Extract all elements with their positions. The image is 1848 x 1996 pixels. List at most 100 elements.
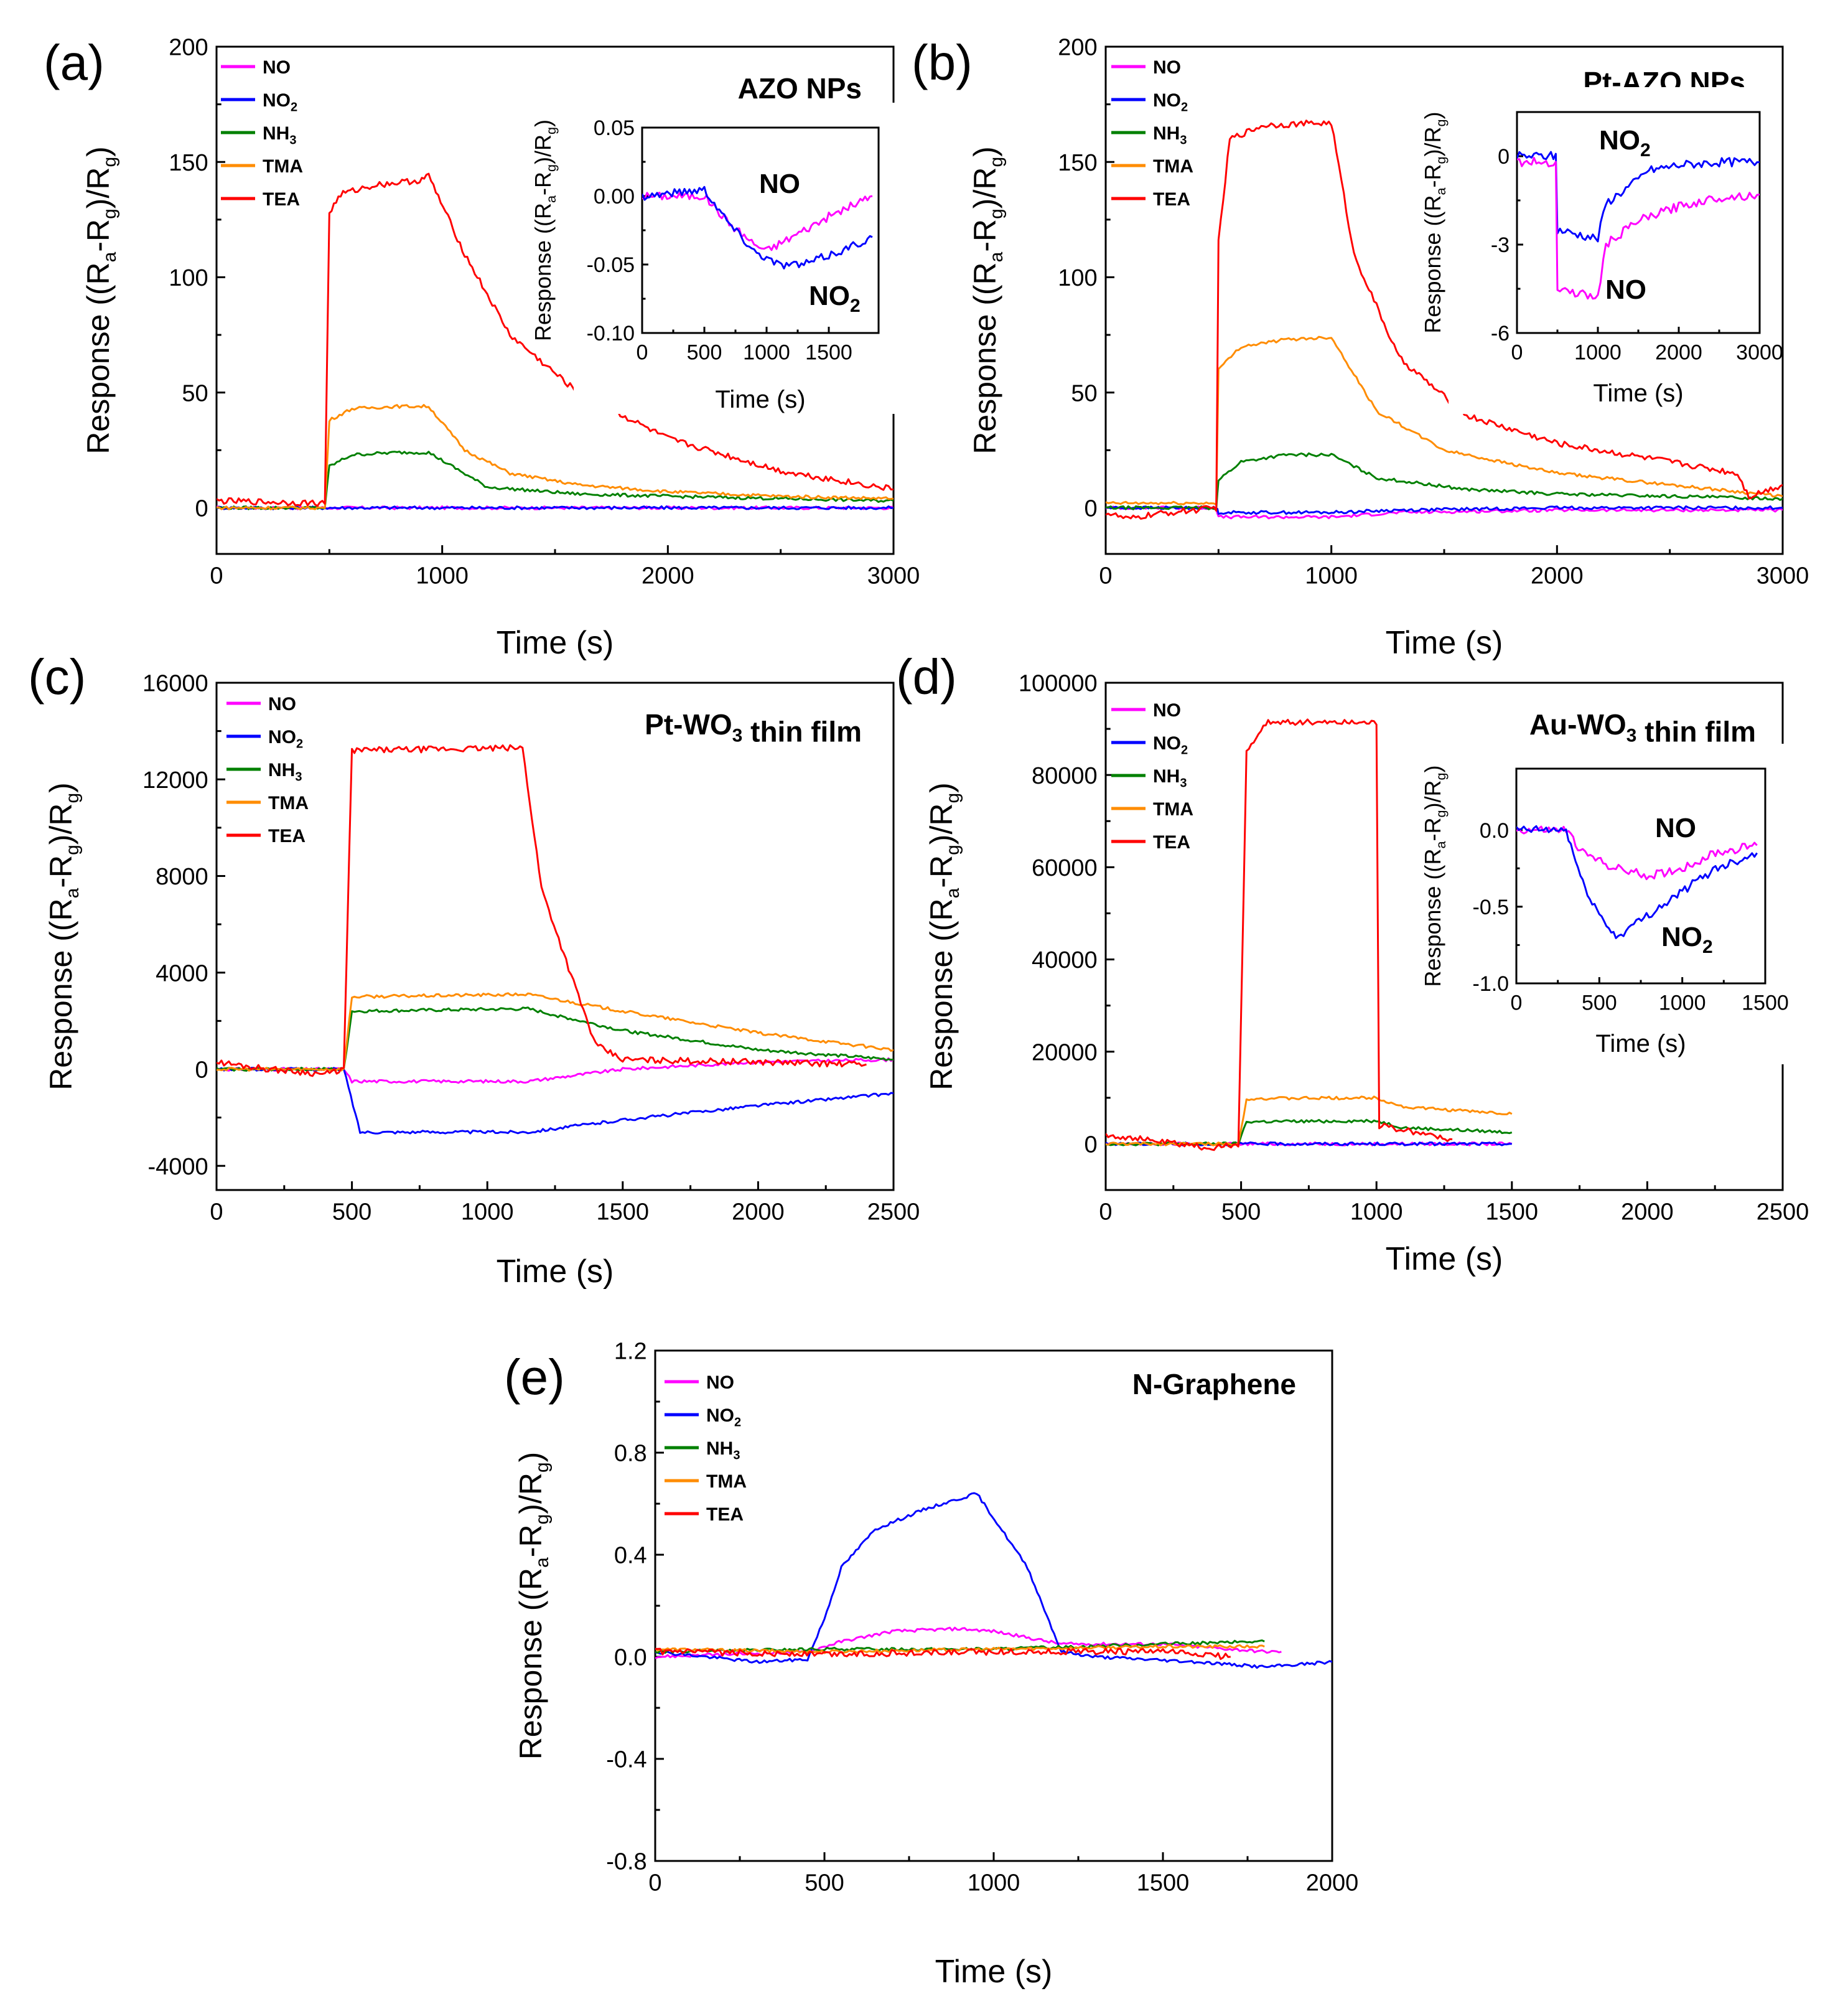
x-tick-label: 500 bbox=[805, 1870, 844, 1896]
x-tick-label: 1500 bbox=[1742, 991, 1789, 1015]
series-no-line-b-inset bbox=[1517, 157, 1760, 300]
y-tick-label: -0.05 bbox=[587, 253, 635, 277]
x-tick-label: 1500 bbox=[1137, 1870, 1190, 1896]
y-tick-label: -1.0 bbox=[1473, 972, 1510, 996]
series-no2-line-e bbox=[655, 1492, 1332, 1669]
series-tma-line-c bbox=[217, 992, 894, 1072]
series-tea-line-e bbox=[655, 1647, 1231, 1661]
x-tick-label: 500 bbox=[332, 1199, 371, 1225]
legend-label-tma: TMA bbox=[706, 1471, 747, 1492]
y-tick-label: 100 bbox=[169, 265, 208, 291]
chart-panel-e: 0 500 1000 1500 2000 -0.8 -0.4 0.0 0.4 0.8 1.2 (e) N… bbox=[504, 1339, 1358, 1990]
y-tick-label: 16000 bbox=[142, 671, 208, 697]
series-tma-line-d bbox=[1106, 1095, 1513, 1146]
series-no2-line-b bbox=[1106, 505, 1783, 515]
y-tick-label: 1.2 bbox=[614, 1339, 647, 1365]
legend-label-no2: NO2 bbox=[706, 1405, 741, 1430]
y-tick-label: 40000 bbox=[1032, 947, 1098, 973]
series-nh3-line-b bbox=[1106, 452, 1783, 510]
series-no2-line-a-inset bbox=[642, 185, 873, 269]
series-tea-line-a bbox=[217, 172, 894, 507]
plot-frame-c bbox=[215, 682, 895, 1191]
y-tick-label: 12000 bbox=[142, 767, 208, 794]
series-no-line-d-inset bbox=[1516, 825, 1758, 881]
x-tick-label: 1000 bbox=[1659, 991, 1706, 1015]
x-tick-label: 2000 bbox=[732, 1199, 785, 1225]
inset-y-axis-label-d: Response ((Ra-Rg)/Rg) bbox=[1420, 765, 1449, 986]
series-tma-line-a bbox=[217, 404, 894, 510]
x-tick-label: 0 bbox=[637, 341, 648, 365]
x-tick-label: 3000 bbox=[867, 563, 920, 589]
legend-label-tea: TEA bbox=[268, 826, 306, 846]
chart-panel-d: 0 500 1000 1500 2000 2500 0 20000 40000 60000 8000… bbox=[896, 649, 1809, 1277]
y-tick-label: 0.05 bbox=[594, 116, 635, 140]
y-axis-label-e: Response ((Ra-Rg)/Rg) bbox=[513, 1452, 553, 1760]
x-tick-label: 2000 bbox=[1306, 1870, 1359, 1896]
y-tick-label: 200 bbox=[169, 35, 208, 61]
x-tick-label: 2500 bbox=[1757, 1199, 1809, 1225]
chart-panel-a: 0 1000 2000 3000 0 50 100 150 200 (a) AZO NPs Time … bbox=[44, 35, 920, 661]
y-tick-label: -0.8 bbox=[606, 1849, 646, 1875]
y-tick-label: 0 bbox=[1498, 145, 1510, 169]
y-tick-label: 20000 bbox=[1032, 1039, 1098, 1066]
x-tick-label: 500 bbox=[687, 341, 722, 365]
x-tick-label: 1000 bbox=[1305, 563, 1358, 589]
legend-label-tea: TEA bbox=[263, 189, 300, 210]
y-tick-label: 50 bbox=[1071, 380, 1097, 406]
legend-label-tma: TMA bbox=[268, 793, 309, 813]
legend-label-nh3: NH3 bbox=[263, 123, 296, 148]
chart-panel-c: 0 500 1000 1500 2000 2500-4000040008000120001… bbox=[28, 649, 920, 1290]
y-tick-label: 0 bbox=[1085, 1132, 1098, 1158]
inset-a: 0 500 1000 1500 0.05 0.00 -0.05 -0.10 Time (s) Re… bbox=[530, 103, 897, 414]
y-tick-label: 0 bbox=[195, 1057, 208, 1084]
x-axis-label-e: Time (s) bbox=[935, 1954, 1053, 1990]
series-group-a bbox=[217, 172, 894, 510]
y-tick-label: -0.5 bbox=[1473, 896, 1510, 919]
inset-b: 0 1000 2000 3000 0 -3 -6 Time (s) Response ((Ra-… bbox=[1420, 87, 1783, 414]
y-tick-label: 50 bbox=[182, 380, 208, 406]
series-group-c bbox=[217, 744, 894, 1135]
series-tma-line-e bbox=[655, 1644, 1265, 1654]
x-tick-label: 1500 bbox=[805, 341, 852, 365]
x-tick-label: 1000 bbox=[968, 1870, 1020, 1896]
x-tick-label: 1000 bbox=[416, 563, 469, 589]
plot-frame-e bbox=[654, 1349, 1333, 1862]
x-tick-label: 1000 bbox=[743, 341, 790, 365]
legend-label-tea: TEA bbox=[1153, 189, 1190, 210]
series-group-e bbox=[655, 1492, 1332, 1669]
inset-annotation-no2: NO2 bbox=[809, 281, 861, 316]
legend-c: NO NO2 NH3 TMA TEA bbox=[226, 694, 309, 846]
y-tick-label: -6 bbox=[1491, 322, 1510, 345]
x-axis-label-b: Time (s) bbox=[1386, 625, 1503, 661]
inset-x-axis-label-d: Time (s) bbox=[1595, 1030, 1686, 1057]
x-tick-label: 0 bbox=[1099, 1199, 1112, 1225]
y-tick-label: 0 bbox=[195, 496, 208, 522]
x-tick-label: 3000 bbox=[1736, 341, 1783, 365]
x-tick-label: 0 bbox=[210, 563, 223, 589]
legend-label-no2: NO2 bbox=[268, 727, 303, 751]
x-tick-label: 2000 bbox=[642, 563, 694, 589]
inset-series-group-a bbox=[642, 185, 873, 269]
x-tick-label: 500 bbox=[1221, 1199, 1261, 1225]
y-tick-label: 100 bbox=[1058, 265, 1097, 291]
series-no-line-b bbox=[1106, 505, 1783, 520]
legend-label-no: NO bbox=[263, 57, 291, 78]
y-axis-label-d: Response ((Ra-Rg)/Rg) bbox=[924, 782, 963, 1090]
x-tick-label: 2500 bbox=[867, 1199, 920, 1225]
y-tick-label: 150 bbox=[169, 150, 208, 176]
inset-annotation-no2: NO2 bbox=[1661, 922, 1713, 957]
x-tick-label: 1000 bbox=[461, 1199, 514, 1225]
legend-label-no: NO bbox=[1153, 700, 1181, 721]
y-tick-label: 0.8 bbox=[614, 1441, 647, 1467]
panel-title-e: N-Graphene bbox=[1132, 1368, 1296, 1400]
legend-label-tea: TEA bbox=[1153, 832, 1190, 853]
x-tick-label: 2000 bbox=[1531, 563, 1584, 589]
y-axis-label-a: Response ((Ra-Rg)/Rg) bbox=[81, 146, 120, 454]
panel-label-c: (c) bbox=[28, 649, 86, 705]
legend-label-no2: NO2 bbox=[1153, 733, 1188, 757]
legend-label-nh3: NH3 bbox=[1153, 766, 1187, 790]
x-tick-label: 2000 bbox=[1655, 341, 1702, 365]
y-tick-label: 150 bbox=[1058, 150, 1097, 176]
